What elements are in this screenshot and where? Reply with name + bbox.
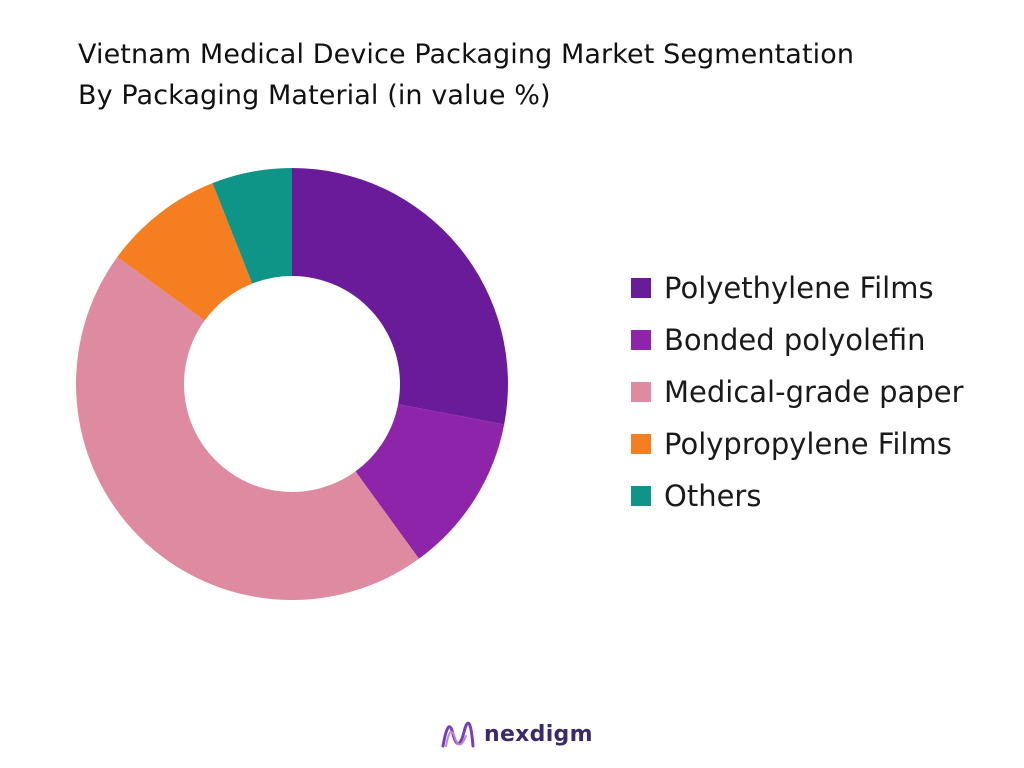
- legend-swatch: [631, 278, 651, 298]
- nexdigm-logo-icon: [441, 721, 475, 748]
- legend-swatch: [631, 434, 651, 454]
- legend-item-polypropylene-films: Polypropylene Films: [631, 418, 964, 470]
- logo-text: nexdigm: [484, 721, 593, 747]
- legend-label: Polyethylene Films: [664, 271, 934, 305]
- legend-swatch: [631, 486, 651, 506]
- legend-label: Bonded polyolefin: [664, 323, 926, 357]
- legend-swatch: [631, 330, 651, 350]
- legend-item-polyethylene-films: Polyethylene Films: [631, 262, 964, 314]
- donut-slice-medical-grade-paper: [76, 257, 419, 600]
- legend-item-medical-grade-paper: Medical-grade paper: [631, 366, 964, 418]
- donut-slice-polyethylene-films: [292, 168, 508, 425]
- brand-logo: nexdigm: [440, 716, 593, 752]
- donut-slice-bonded-polyolefin: [355, 404, 505, 559]
- donut-slice-polypropylene-films: [117, 183, 253, 321]
- legend-label: Others: [664, 479, 762, 513]
- chart-title-line-1: Vietnam Medical Device Packaging Market …: [78, 39, 855, 70]
- legend-label: Medical-grade paper: [664, 375, 964, 409]
- chart-title-line-2: By Packaging Material (in value %): [78, 80, 551, 111]
- chart-title: Vietnam Medical Device Packaging Market …: [78, 34, 998, 116]
- legend-item-bonded-polyolefin: Bonded polyolefin: [631, 314, 964, 366]
- donut-slice-others: [212, 168, 292, 284]
- chart-legend: Polyethylene Films Bonded polyolefin Med…: [631, 262, 964, 522]
- legend-label: Polypropylene Films: [664, 427, 952, 461]
- legend-item-others: Others: [631, 470, 964, 522]
- legend-swatch: [631, 382, 651, 402]
